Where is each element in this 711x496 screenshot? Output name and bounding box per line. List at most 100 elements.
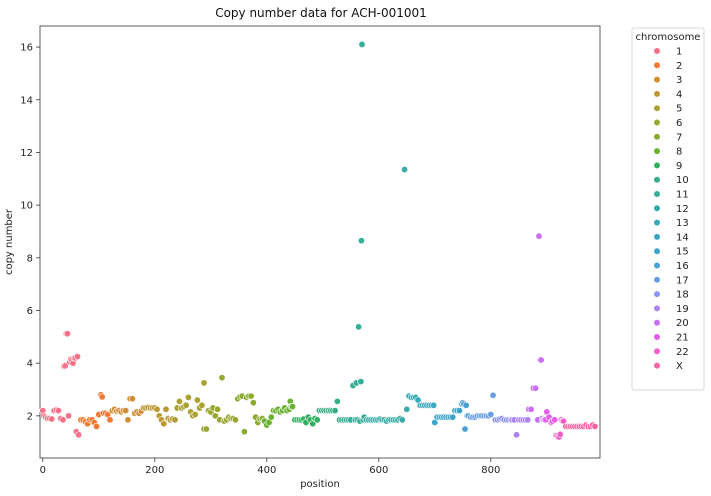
legend-label: 3 [676,75,682,86]
data-point-chr-2-7 [93,422,101,430]
data-point-chr-1-8 [54,407,62,415]
data-point-chr-1-15 [65,412,73,420]
legend-item-chr-19: 19 [653,304,689,315]
legend-marker [653,319,661,327]
y-tick-label: 12 [20,148,33,159]
data-point-chr-4-9 [160,420,168,428]
data-point-chr-21-5 [551,416,559,424]
data-point-chr-7-7 [249,399,257,407]
legend-marker [653,47,661,55]
legend-marker [653,247,661,255]
data-point-chr-1-5 [48,415,56,423]
legend-item-chr-10: 10 [653,175,689,186]
y-tick-label: 4 [27,359,33,370]
data-point-chr-17-9 [487,411,495,419]
x-tick-label: 400 [257,465,276,476]
data-point-chr-9-10 [313,416,321,424]
legend-label: 12 [676,204,689,215]
data-point-chr-3-9 [128,395,136,403]
legend-marker [653,333,661,341]
legend-item-chr-16: 16 [653,261,689,272]
legend-item-chr-8: 8 [653,147,682,158]
y-tick-label: 8 [27,253,33,264]
legend-label: 15 [676,247,689,258]
legend-item-chr-18: 18 [653,290,689,301]
data-point-chr-20-3 [532,384,540,392]
legend-item-chr-21: 21 [653,333,689,344]
legend-label: 11 [676,190,689,201]
legend-marker [653,362,661,370]
legend-marker [653,304,661,313]
data-points [39,40,599,441]
data-point-chr-2-14 [106,416,114,424]
legend-box [631,27,705,391]
legend-item-chr-17: 17 [653,275,689,286]
legend-item-chr-9: 9 [653,161,682,172]
legend-label: 7 [676,132,682,143]
data-point-chr-1-24 [75,431,83,439]
legend-label: 6 [676,118,682,129]
x-tick-label: 600 [369,465,388,476]
legend-marker [653,233,661,241]
y-tick-label: 14 [20,95,33,106]
legend-item-chr-4: 4 [653,89,682,100]
data-point-chr-6-8 [218,374,226,382]
legend-label: 19 [676,304,689,315]
data-point-chr-16-4 [462,401,470,409]
data-point-chr-10-7 [331,407,339,415]
data-point-chr-15-8 [449,413,457,421]
data-point-chr-5-9 [191,411,199,419]
legend-label: 20 [676,318,689,329]
legend-label: X [676,361,683,372]
legend-marker [653,61,661,69]
legend-label: 9 [676,161,682,172]
y-tick-label: 2 [27,411,33,422]
y-axis-label: copy number [4,208,15,275]
data-point-chr-5-6 [184,393,192,401]
legend-marker [653,276,661,284]
legend-item-chr-7: 7 [653,132,682,143]
data-point-chr-8-14 [289,403,297,411]
data-point-chr-1-10 [59,416,67,424]
data-point-chr-5-5 [182,401,190,409]
data-point-chr-10-8 [333,397,341,405]
legend-label: 14 [676,232,689,243]
legend-marker [653,75,661,84]
y-tick-label: 10 [20,201,33,212]
legend-label: 5 [676,104,682,115]
data-point-chr-17-10 [489,391,497,399]
data-point-chr-6-1 [202,425,210,433]
legend-marker [653,118,661,127]
data-point-chr-12-17 [401,166,409,174]
data-point-chr-12-16 [398,416,406,424]
data-point-chr-13-0 [403,405,411,413]
legend-marker [653,219,661,227]
y-tick-label: 16 [20,43,33,54]
data-point-chr-5-2 [175,397,183,405]
legend-marker [653,90,661,98]
legend-item-chr-X: X [653,361,683,372]
legend: chromosome 12345678910111213141516171819… [631,27,705,391]
data-point-chr-20-5 [535,232,543,240]
legend-item-chr-12: 12 [653,204,689,215]
plot-area [39,25,601,459]
legend-marker [653,290,661,298]
data-point-chr-4-6 [153,405,161,413]
legend-item-chr-2: 2 [653,61,682,72]
legend-label: 4 [676,89,682,100]
legend-item-chr-15: 15 [653,247,689,258]
data-point-chr-6-5 [211,412,219,420]
data-point-chr-15-11 [455,407,463,415]
data-point-chr-7-6 [247,392,255,400]
data-point-chr-5-13 [200,379,208,387]
data-point-chr-14-7 [430,401,438,409]
data-point-chr-1-23 [74,353,82,361]
legend-label: 17 [676,275,689,286]
data-point-chr-19-7 [524,416,532,424]
data-point-chr-11-10 [357,378,365,386]
legend-marker [653,104,661,112]
legend-marker [653,176,661,184]
data-point-chr-3-6 [122,407,130,415]
